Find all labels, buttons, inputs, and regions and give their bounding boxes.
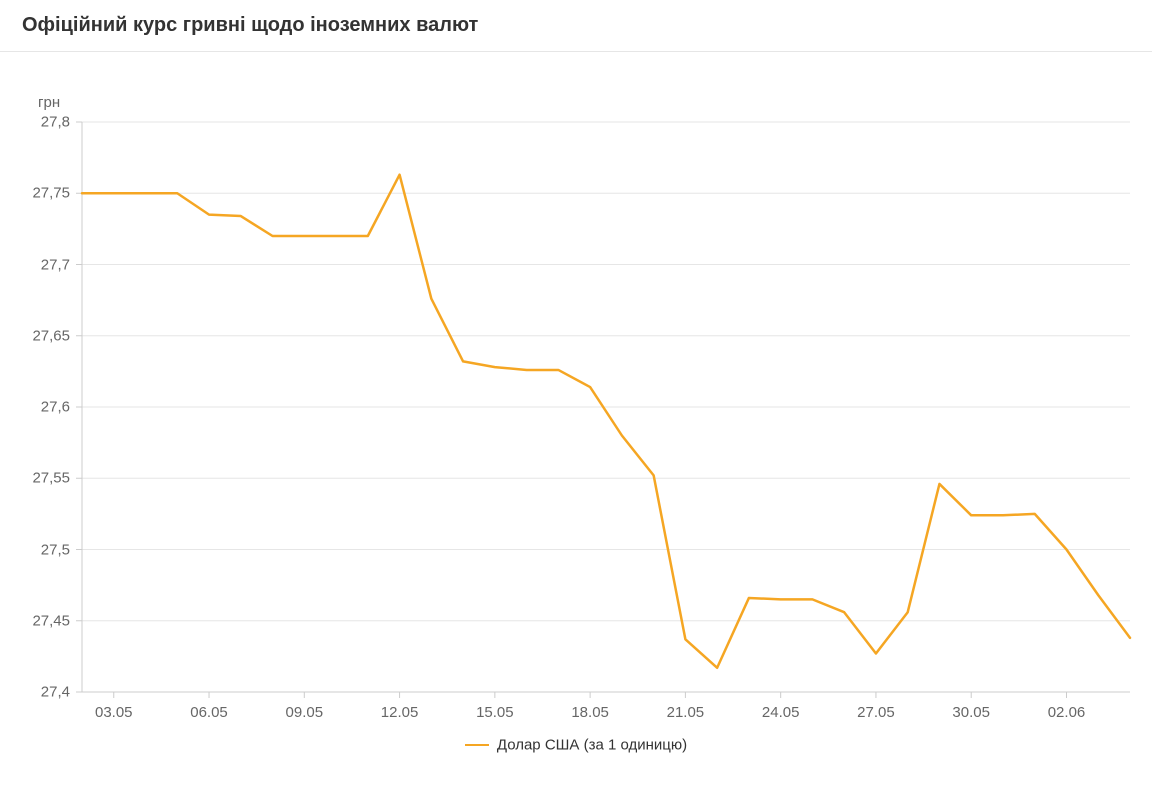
y-tick-label: 27,8: [41, 114, 70, 131]
plot-background: [0, 60, 1152, 760]
chart-title: Офіційний курс гривні щодо іноземних вал…: [0, 0, 1152, 51]
y-tick-label: 27,7: [41, 256, 70, 273]
x-tick-label: 02.06: [1048, 704, 1086, 721]
x-tick-label: 30.05: [952, 704, 990, 721]
x-tick-label: 06.05: [190, 704, 228, 721]
chart-area: грн 27,4 27,45 27,5 27,55 27,6 27,65 27,7 27,75 2…: [0, 60, 1152, 760]
x-tick-label: 27.05: [857, 704, 895, 721]
y-tick-label: 27,4: [41, 684, 70, 701]
chart-svg: [0, 60, 1152, 760]
y-tick-label: 27,5: [41, 541, 70, 558]
x-tick-label: 09.05: [286, 704, 324, 721]
legend-label: Долар США (за 1 одиницю): [497, 737, 687, 754]
y-tick-label: 27,75: [32, 185, 70, 202]
chart-container: Офіційний курс гривні щодо іноземних вал…: [0, 0, 1152, 798]
x-tick-label: 21.05: [667, 704, 705, 721]
legend-swatch: [465, 744, 489, 746]
y-axis-title: грн: [38, 94, 60, 111]
x-tick-label: 18.05: [571, 704, 609, 721]
y-tick-label: 27,65: [32, 327, 70, 344]
x-tick-label: 12.05: [381, 704, 419, 721]
y-tick-label: 27,55: [32, 470, 70, 487]
legend: Долар США (за 1 одиницю): [0, 736, 1152, 754]
y-tick-label: 27,45: [32, 612, 70, 629]
title-divider: [0, 51, 1152, 52]
x-tick-label: 24.05: [762, 704, 800, 721]
y-tick-label: 27,6: [41, 399, 70, 416]
x-tick-label: 03.05: [95, 704, 133, 721]
x-tick-label: 15.05: [476, 704, 514, 721]
